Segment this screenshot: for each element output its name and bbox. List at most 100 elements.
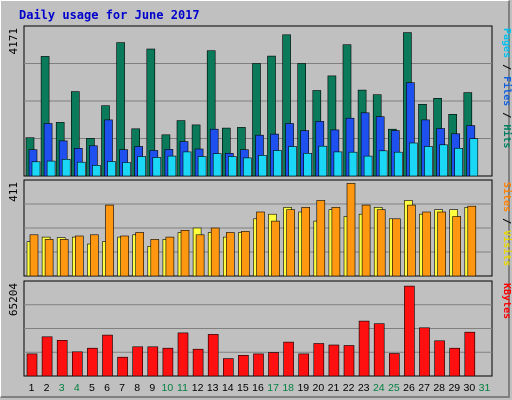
x-tick-label: 21 — [328, 382, 340, 394]
bar-kbytes-day-8 — [132, 346, 143, 377]
chart-title: Daily usage for June 2017 — [19, 8, 200, 22]
bar-kbytes-day-28 — [434, 340, 445, 377]
bar-kbytes-day-18 — [283, 341, 294, 377]
bar-kbytes-day-12 — [192, 348, 204, 377]
bar-kbytes-day-5 — [87, 347, 98, 377]
bar-sites-day-11 — [180, 230, 190, 277]
bar-sites-day-25 — [391, 218, 401, 277]
bar-kbytes-day-21 — [328, 344, 340, 377]
bar-pages-day-7 — [122, 162, 131, 177]
x-tick-label: 26 — [403, 382, 415, 394]
bar-kbytes-day-11 — [177, 332, 189, 377]
bar-kbytes-day-25 — [388, 353, 400, 377]
bar-sites-day-13 — [210, 227, 220, 277]
series-label-segment: KBytes — [501, 283, 512, 319]
x-tick-label: 1 — [29, 382, 35, 394]
x-tick-label: 8 — [134, 382, 140, 394]
bar-kbytes-day-23 — [358, 320, 370, 377]
x-tick-label: 10 — [162, 382, 174, 394]
bar-kbytes-day-30 — [464, 331, 476, 377]
bar-kbytes-day-13 — [207, 334, 219, 377]
x-tick-label: 2 — [44, 382, 50, 394]
bar-sites-day-27 — [422, 211, 431, 277]
bar-pages-day-2 — [46, 160, 56, 177]
x-tick-label: 17 — [267, 382, 279, 394]
bar-pages-day-15 — [243, 157, 252, 177]
bar-kbytes-day-6 — [102, 334, 113, 377]
bar-kbytes-day-24 — [373, 323, 385, 377]
bar-pages-day-13 — [212, 153, 222, 177]
max-label-hits: 4171 — [7, 28, 20, 55]
bar-kbytes-day-2 — [41, 336, 53, 377]
x-tick-label: 7 — [119, 382, 125, 394]
bar-pages-day-17 — [273, 150, 282, 177]
x-tick-label: 5 — [89, 382, 95, 394]
bar-kbytes-day-1 — [26, 353, 38, 377]
x-tick-label: 11 — [177, 382, 188, 394]
bar-pages-day-12 — [197, 156, 207, 177]
bar-sites-day-8 — [135, 232, 144, 277]
bar-kbytes-day-9 — [147, 346, 159, 377]
bar-pages-day-5 — [92, 165, 101, 177]
x-tick-label: 20 — [313, 382, 325, 394]
x-tick-label: 23 — [358, 382, 370, 394]
bar-pages-day-29 — [454, 148, 464, 177]
bar-pages-day-25 — [393, 151, 403, 177]
bar-pages-day-20 — [318, 145, 328, 177]
series-label-visits: Sites / Visits — [501, 182, 512, 266]
x-tick-label: 29 — [448, 382, 460, 394]
bar-sites-day-30 — [467, 205, 477, 277]
x-tick-label: 13 — [207, 382, 219, 394]
bar-pages-day-4 — [77, 161, 86, 177]
bar-sites-day-18 — [286, 209, 295, 277]
bar-sites-day-17 — [271, 220, 280, 277]
x-tick-label: 27 — [418, 382, 430, 394]
bar-kbytes-day-15 — [238, 354, 249, 377]
bar-pages-day-10 — [167, 155, 177, 177]
bar-kbytes-day-20 — [313, 343, 325, 377]
series-label-segment: / — [501, 58, 512, 76]
x-tick-label: 16 — [252, 382, 264, 394]
bar-pages-day-21 — [333, 151, 343, 177]
bar-sites-day-28 — [437, 211, 446, 277]
bar-pages-day-11 — [182, 151, 192, 177]
x-tick-label: 15 — [237, 382, 249, 394]
bar-sites-day-7 — [120, 235, 129, 277]
x-tick-label: 14 — [222, 382, 234, 394]
series-label-segment: Sites — [501, 182, 512, 212]
bar-pages-day-22 — [348, 151, 358, 177]
bar-kbytes-day-29 — [449, 347, 461, 377]
bar-sites-day-1 — [29, 234, 39, 277]
x-tick-label: 24 — [373, 382, 385, 394]
bar-pages-day-26 — [409, 142, 418, 177]
series-label-segment: Hits — [501, 124, 512, 148]
bar-pages-day-8 — [137, 156, 146, 177]
bar-pages-day-19 — [303, 153, 313, 177]
bar-pages-day-16 — [258, 155, 267, 177]
x-tick-label: 30 — [464, 382, 476, 394]
bar-kbytes-day-10 — [162, 347, 174, 377]
series-label-hits: Pages / Files / Hits — [501, 28, 512, 148]
bar-sites-day-23 — [361, 204, 371, 277]
bar-sites-day-16 — [256, 211, 265, 277]
bar-kbytes-day-27 — [419, 327, 430, 377]
bar-sites-day-29 — [452, 216, 462, 277]
bar-kbytes-day-22 — [343, 345, 355, 377]
x-tick-label: 28 — [433, 382, 445, 394]
bar-kbytes-day-26 — [404, 285, 415, 377]
series-label-segment: / — [501, 106, 512, 124]
bar-kbytes-day-3 — [56, 339, 68, 377]
bar-pages-day-23 — [363, 155, 373, 177]
series-label-segment: / — [501, 212, 512, 230]
max-label-kbytes: 65204 — [7, 283, 20, 316]
x-tick-label: 3 — [59, 382, 65, 394]
bar-pages-day-30 — [469, 138, 479, 177]
bar-pages-day-28 — [439, 144, 448, 177]
bar-sites-day-12 — [195, 234, 205, 277]
bar-pages-day-3 — [61, 159, 71, 177]
bar-sites-day-21 — [331, 207, 341, 277]
bar-pages-day-27 — [424, 146, 433, 177]
bar-sites-day-10 — [165, 236, 175, 277]
x-tick-label: 18 — [282, 382, 294, 394]
